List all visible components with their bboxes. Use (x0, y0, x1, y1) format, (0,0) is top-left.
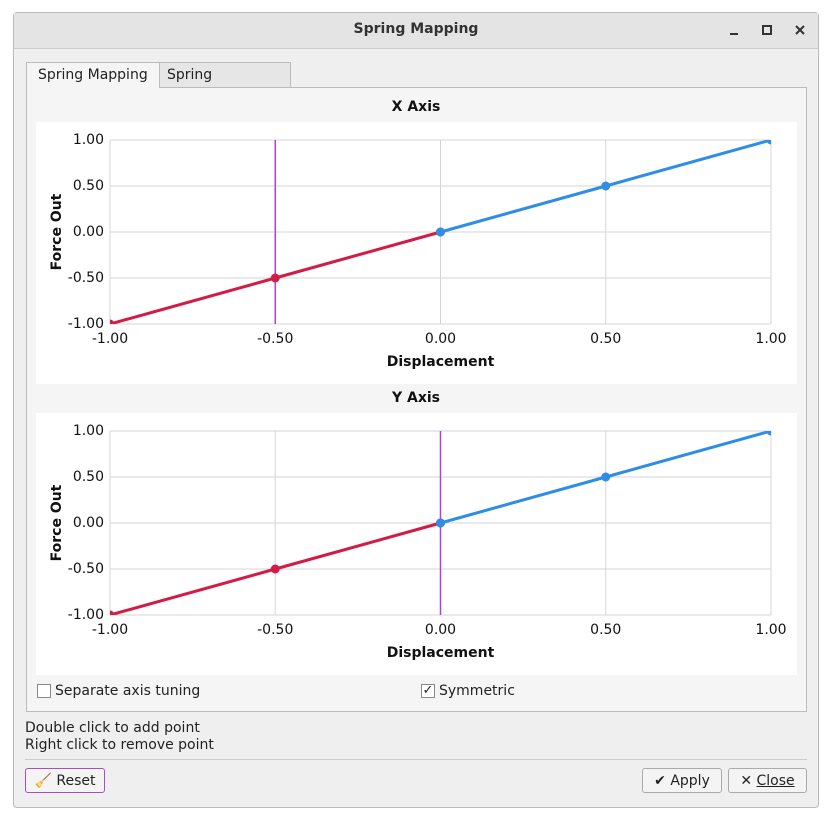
y-tick-label: 0.50 (73, 178, 104, 194)
x-tick-label: 0.00 (425, 622, 456, 638)
point (110, 610, 115, 615)
point (436, 227, 445, 237)
chart-background (36, 122, 797, 384)
y-tick-label: 0.00 (73, 515, 104, 531)
x-tick-label: -0.50 (257, 622, 293, 638)
x-tick-label: 0.00 (425, 331, 456, 347)
x-tick-label: -0.50 (257, 331, 293, 347)
plot (110, 140, 771, 324)
y-tick-label: -1.00 (68, 316, 104, 332)
x-axis-label: Displacement (387, 354, 495, 370)
title-bar (14, 13, 818, 49)
point (601, 472, 611, 482)
plot (110, 431, 771, 615)
x-axis-label: Displacement (387, 645, 495, 661)
close-button[interactable]: ✕ Close (728, 768, 807, 793)
x-tick-label: -1.00 (92, 622, 128, 638)
hint: Right click to remove point (25, 737, 214, 753)
reset-button[interactable]: 🧹 Reset (25, 768, 105, 793)
y-tick-label: -0.50 (68, 561, 104, 577)
y-axis-label: Force Out (49, 484, 65, 561)
y-tick-label: 1.00 (73, 423, 104, 439)
checkbox[interactable]: ✓ (421, 683, 435, 698)
y-tick-label: 1.00 (73, 132, 104, 148)
hint: Double click to add point (25, 720, 200, 736)
window-controls[interactable] (725, 22, 815, 40)
checkbox[interactable] (37, 684, 51, 698)
tab[interactable]: Spring Mapping (26, 62, 160, 88)
apply-button[interactable]: ✔ Apply (642, 768, 722, 793)
point (110, 319, 115, 324)
checkbox-label[interactable]: Symmetric (439, 683, 515, 699)
tab[interactable]: Spring Dynamics (155, 62, 291, 108)
point (766, 431, 771, 436)
separator (25, 759, 807, 760)
chart-title: Y Axis (391, 390, 440, 406)
y-tick-label: 0.00 (73, 224, 104, 240)
window-title: Spring Mapping (353, 21, 479, 37)
point (601, 181, 611, 191)
y-axis-label: Force Out (49, 193, 65, 270)
chart[interactable]: Y Axis -1.00 -0.50 0.00 0.50 1.00 -1.00 -0.50 0.… (36, 386, 797, 676)
point (270, 273, 280, 283)
y-tick-label: -0.50 (68, 270, 104, 286)
chart-background (36, 413, 797, 675)
x-tick-label: 0.50 (590, 331, 621, 347)
x-tick-label: 1.00 (755, 622, 786, 638)
x-tick-label: 1.00 (755, 331, 786, 347)
x-tick-label: -1.00 (92, 331, 128, 347)
chart[interactable]: X Axis -1.00 -0.50 0.00 0.50 1.00 -1.00 -0.50 0.… (36, 95, 797, 385)
checkbox-label[interactable]: Separate axis tuning (55, 683, 201, 699)
y-tick-label: 0.50 (73, 469, 104, 485)
button-label: Close (756, 773, 795, 789)
point (766, 140, 771, 145)
chart-title: X Axis (392, 99, 441, 115)
button-label: Apply (670, 773, 710, 789)
point (436, 518, 445, 528)
y-tick-label: -1.00 (68, 607, 104, 623)
point (270, 564, 280, 574)
button-label: Reset (56, 773, 96, 789)
x-tick-label: 0.50 (590, 622, 621, 638)
